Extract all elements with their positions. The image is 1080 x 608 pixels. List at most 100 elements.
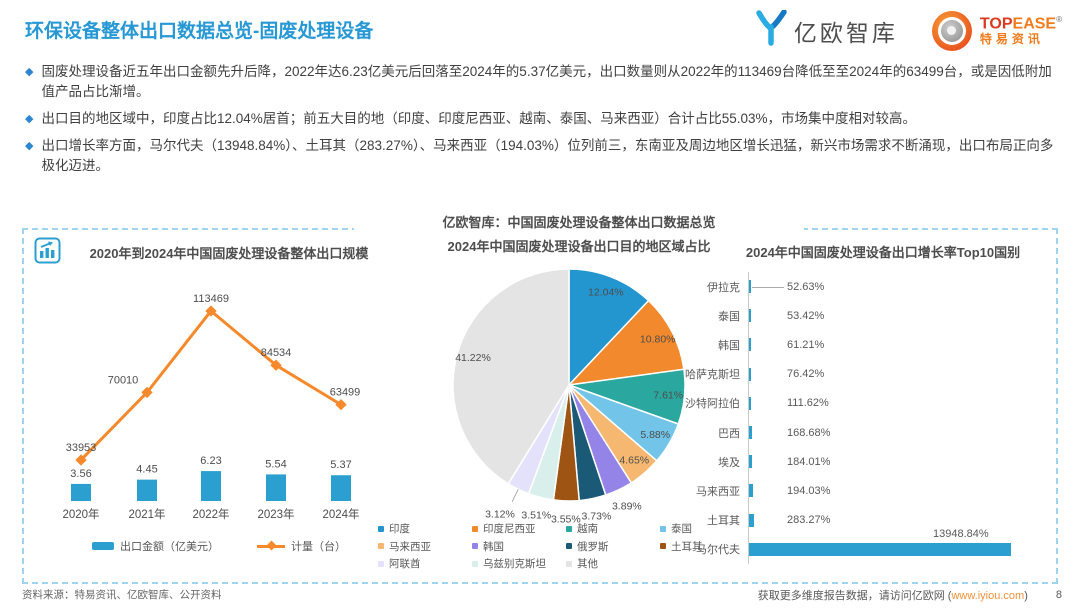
pie-legend-column: 泰国 土耳其 [660, 520, 754, 573]
hbar-row-土耳其: 土耳其 283.27% [678, 505, 1054, 535]
hbar-row-伊拉克: 伊拉克 52.63% [678, 272, 1054, 302]
pie-legend-column: 越南俄罗斯其他 [566, 520, 660, 573]
bullet-2: ◆ 出口目的地区域中，印度占比12.04%居首；前五大目的地（印度、印度尼西亚、… [25, 109, 1059, 129]
svg-text:5.54: 5.54 [265, 458, 286, 470]
svg-text:6.23: 6.23 [200, 455, 221, 467]
hbar-value-label: 111.62% [787, 397, 829, 410]
hbar-bar-area: 194.03% [748, 476, 1054, 506]
legend-label: 阿联酋 [389, 558, 421, 571]
hbar-bar-area: 111.62% [748, 388, 1054, 418]
svg-text:63499: 63499 [330, 387, 361, 399]
hbar-row-韩国: 韩国 61.21% [678, 330, 1054, 360]
bullet-3-text: 出口增长率方面，马尔代夫（13948.84%）、土耳其（283.27%）、马来西… [41, 137, 1054, 173]
svg-text:3.51%: 3.51% [521, 510, 551, 522]
pie-legend-item: 土耳其 [660, 538, 754, 556]
pie-legend-item: 阿联酋 [378, 555, 472, 573]
promo-text: 获取更多维度报告数据，请访问亿欧网 ( [757, 590, 952, 602]
pie-legend-item: 俄罗斯 [566, 538, 660, 556]
legend-label: 印度尼西亚 [483, 523, 536, 536]
combo-chart: 3.56 2020年 4.45 2021年 6.23 2022年 5.54 2023年 5.37… [32, 270, 402, 532]
leader-line [752, 286, 784, 288]
promo-text-suffix: ) [1024, 590, 1028, 602]
line-series-swatch [257, 540, 285, 551]
footer-right: 获取更多维度报告数据，请访问亿欧网 (www.iyiou.com) 8 [758, 587, 1062, 603]
hbar-bar-area: 76.42% [748, 359, 1054, 389]
svg-text:12.04%: 12.04% [588, 286, 624, 298]
hbar-bar [749, 338, 751, 352]
bullet-1: ◆ 固废处理设备近五年出口金额先升后降，2022年达6.23亿美元后回落至202… [25, 62, 1059, 102]
hbar-value-label: 76.42% [787, 368, 825, 381]
hbar-chart: 伊拉克 52.63% 泰国 53.42% 韩国 61.21% 哈萨克斯坦 76.42% 沙特阿拉… [678, 272, 1054, 564]
hbar-bar-area: 184.01% [748, 447, 1054, 477]
hbar-bar [749, 309, 751, 323]
hbar-row-马尔代夫: 马尔代夫 13948.84% [678, 528, 1054, 564]
pie-legend-item: 印度尼西亚 [472, 520, 566, 538]
pie-legend-column: 印度尼西亚 韩国 乌兹别克斯坦 [472, 520, 566, 573]
hbar-category-label: 巴西 [718, 427, 740, 440]
legend-swatch [472, 525, 478, 532]
pie-slice-印度尼西亚 [566, 299, 685, 387]
pie-legend-item: 乌兹别克斯坦 [472, 555, 566, 573]
pie-chart-header: 亿欧智库：中国固废处理设备整体出口数据总览 [354, 212, 804, 231]
svg-text:113469: 113469 [193, 293, 229, 305]
pie-chart-legend: 印度 马来西亚 阿联酋 印度尼西亚 韩国 乌兹别克斯坦 越南 俄罗斯 其他 泰国 土耳其 [378, 520, 754, 573]
pie-legend-item: 其他 [566, 555, 660, 573]
hbar-bar-area: 61.21% [748, 330, 1054, 360]
hbar-bar [749, 367, 751, 381]
hbar-value-label: 168.68% [787, 426, 831, 439]
hbar-bar-area: 13948.84% [748, 528, 1054, 564]
hbar-row-沙特阿拉伯: 沙特阿拉伯 111.62% [678, 388, 1054, 418]
legend-item-bar: 出口金额（亿美元） [92, 538, 219, 554]
hbar-bar [749, 455, 753, 469]
svg-text:5.88%: 5.88% [640, 429, 670, 441]
topease-logo-icon [931, 10, 972, 51]
svg-text:84534: 84534 [261, 347, 292, 359]
hbar-category-label: 沙特阿拉伯 [685, 398, 740, 411]
legend-swatch [566, 525, 572, 532]
svg-text:33953: 33953 [66, 442, 97, 454]
svg-text:7.61%: 7.61% [653, 389, 683, 401]
bar-series-label: 出口金额（亿美元） [120, 541, 219, 553]
hbar-value-label: 283.27% [787, 514, 831, 527]
line-series-label: 计量（台） [291, 541, 346, 553]
svg-text:2021年: 2021年 [128, 507, 165, 521]
hbar-bar-area: 283.27% [748, 505, 1054, 535]
svg-text:4.45: 4.45 [136, 464, 157, 476]
charts-panel: 2020年到2024年中国固废处理设备整体出口规模 3.56 2020年 4.45 2… [22, 212, 1058, 584]
hbar-category-label: 韩国 [718, 339, 740, 352]
bullet-3: ◆ 出口增长率方面，马尔代夫（13948.84%）、土耳其（283.27%）、马… [25, 136, 1059, 176]
legend-item-line: 计量（台） [257, 538, 346, 554]
legend-swatch [378, 543, 384, 550]
yiou-logo-icon [754, 9, 788, 51]
hbar-row-哈萨克斯坦: 哈萨克斯坦 76.42% [678, 359, 1054, 389]
bullet-2-text: 出口目的地区域中，印度占比12.04%居首；前五大目的地（印度、印度尼西亚、越南… [41, 110, 917, 126]
legend-label: 乌兹别克斯坦 [483, 558, 546, 571]
summary-bullets: ◆ 固废处理设备近五年出口金额先升后降，2022年达6.23亿美元后回落至202… [25, 62, 1059, 183]
page-title: 环保设备整体出口数据总览-固废处理设备 [25, 21, 374, 42]
hbar-chart-title: 2024年中国固废处理设备出口增长率Top10国别 [745, 245, 1021, 260]
legend-swatch [566, 560, 572, 567]
topease-reg: ® [1056, 14, 1062, 24]
bullet-diamond-icon: ◆ [25, 112, 34, 125]
legend-label: 越南 [577, 523, 598, 536]
legend-swatch [472, 543, 478, 550]
yiou-logo-text: 亿欧智库 [793, 19, 898, 46]
hbar-row-埃及: 埃及 184.01% [678, 447, 1054, 477]
hbar-bar-area: 53.42% [748, 301, 1054, 331]
hbar-bar [749, 542, 1011, 556]
hbar-bar [749, 396, 752, 410]
hbar-bar [749, 513, 755, 527]
hbar-row-马来西亚: 马来西亚 194.03% [678, 476, 1054, 506]
topease-ease: EASE [1012, 14, 1057, 32]
hbar-value-label: 184.01% [787, 455, 831, 468]
bullet-diamond-icon: ◆ [25, 66, 34, 78]
svg-text:3.56: 3.56 [70, 468, 91, 480]
hbar-value-label: 13948.84% [933, 527, 989, 540]
svg-text:10.80%: 10.80% [640, 333, 676, 345]
svg-text:2020年: 2020年 [62, 507, 99, 521]
data-source-note: 资料来源：特易资讯、亿欧智库、公开资料 [22, 589, 222, 601]
iyiou-link[interactable]: www.iyiou.com [951, 590, 1025, 602]
legend-swatch [660, 543, 666, 550]
hbar-category-label: 马来西亚 [696, 485, 740, 498]
legend-label: 其他 [577, 558, 598, 571]
